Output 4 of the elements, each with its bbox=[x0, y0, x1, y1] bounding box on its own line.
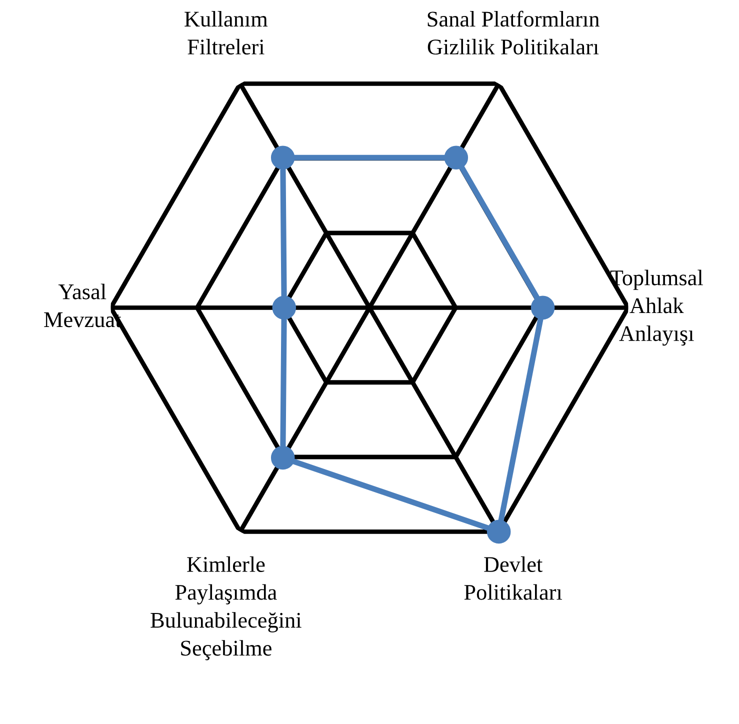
spoke-label: Kimlerle Paylaşımda Bulunabileceğini Seçebilme bbox=[150, 556, 302, 660]
spoke-label: Devlet Politikaları bbox=[464, 556, 562, 600]
spoke-label: Kullanım Filtreleri bbox=[184, 11, 268, 55]
spoke-label: Sanal Platformların Gizlilik Politikaları bbox=[428, 10, 600, 55]
